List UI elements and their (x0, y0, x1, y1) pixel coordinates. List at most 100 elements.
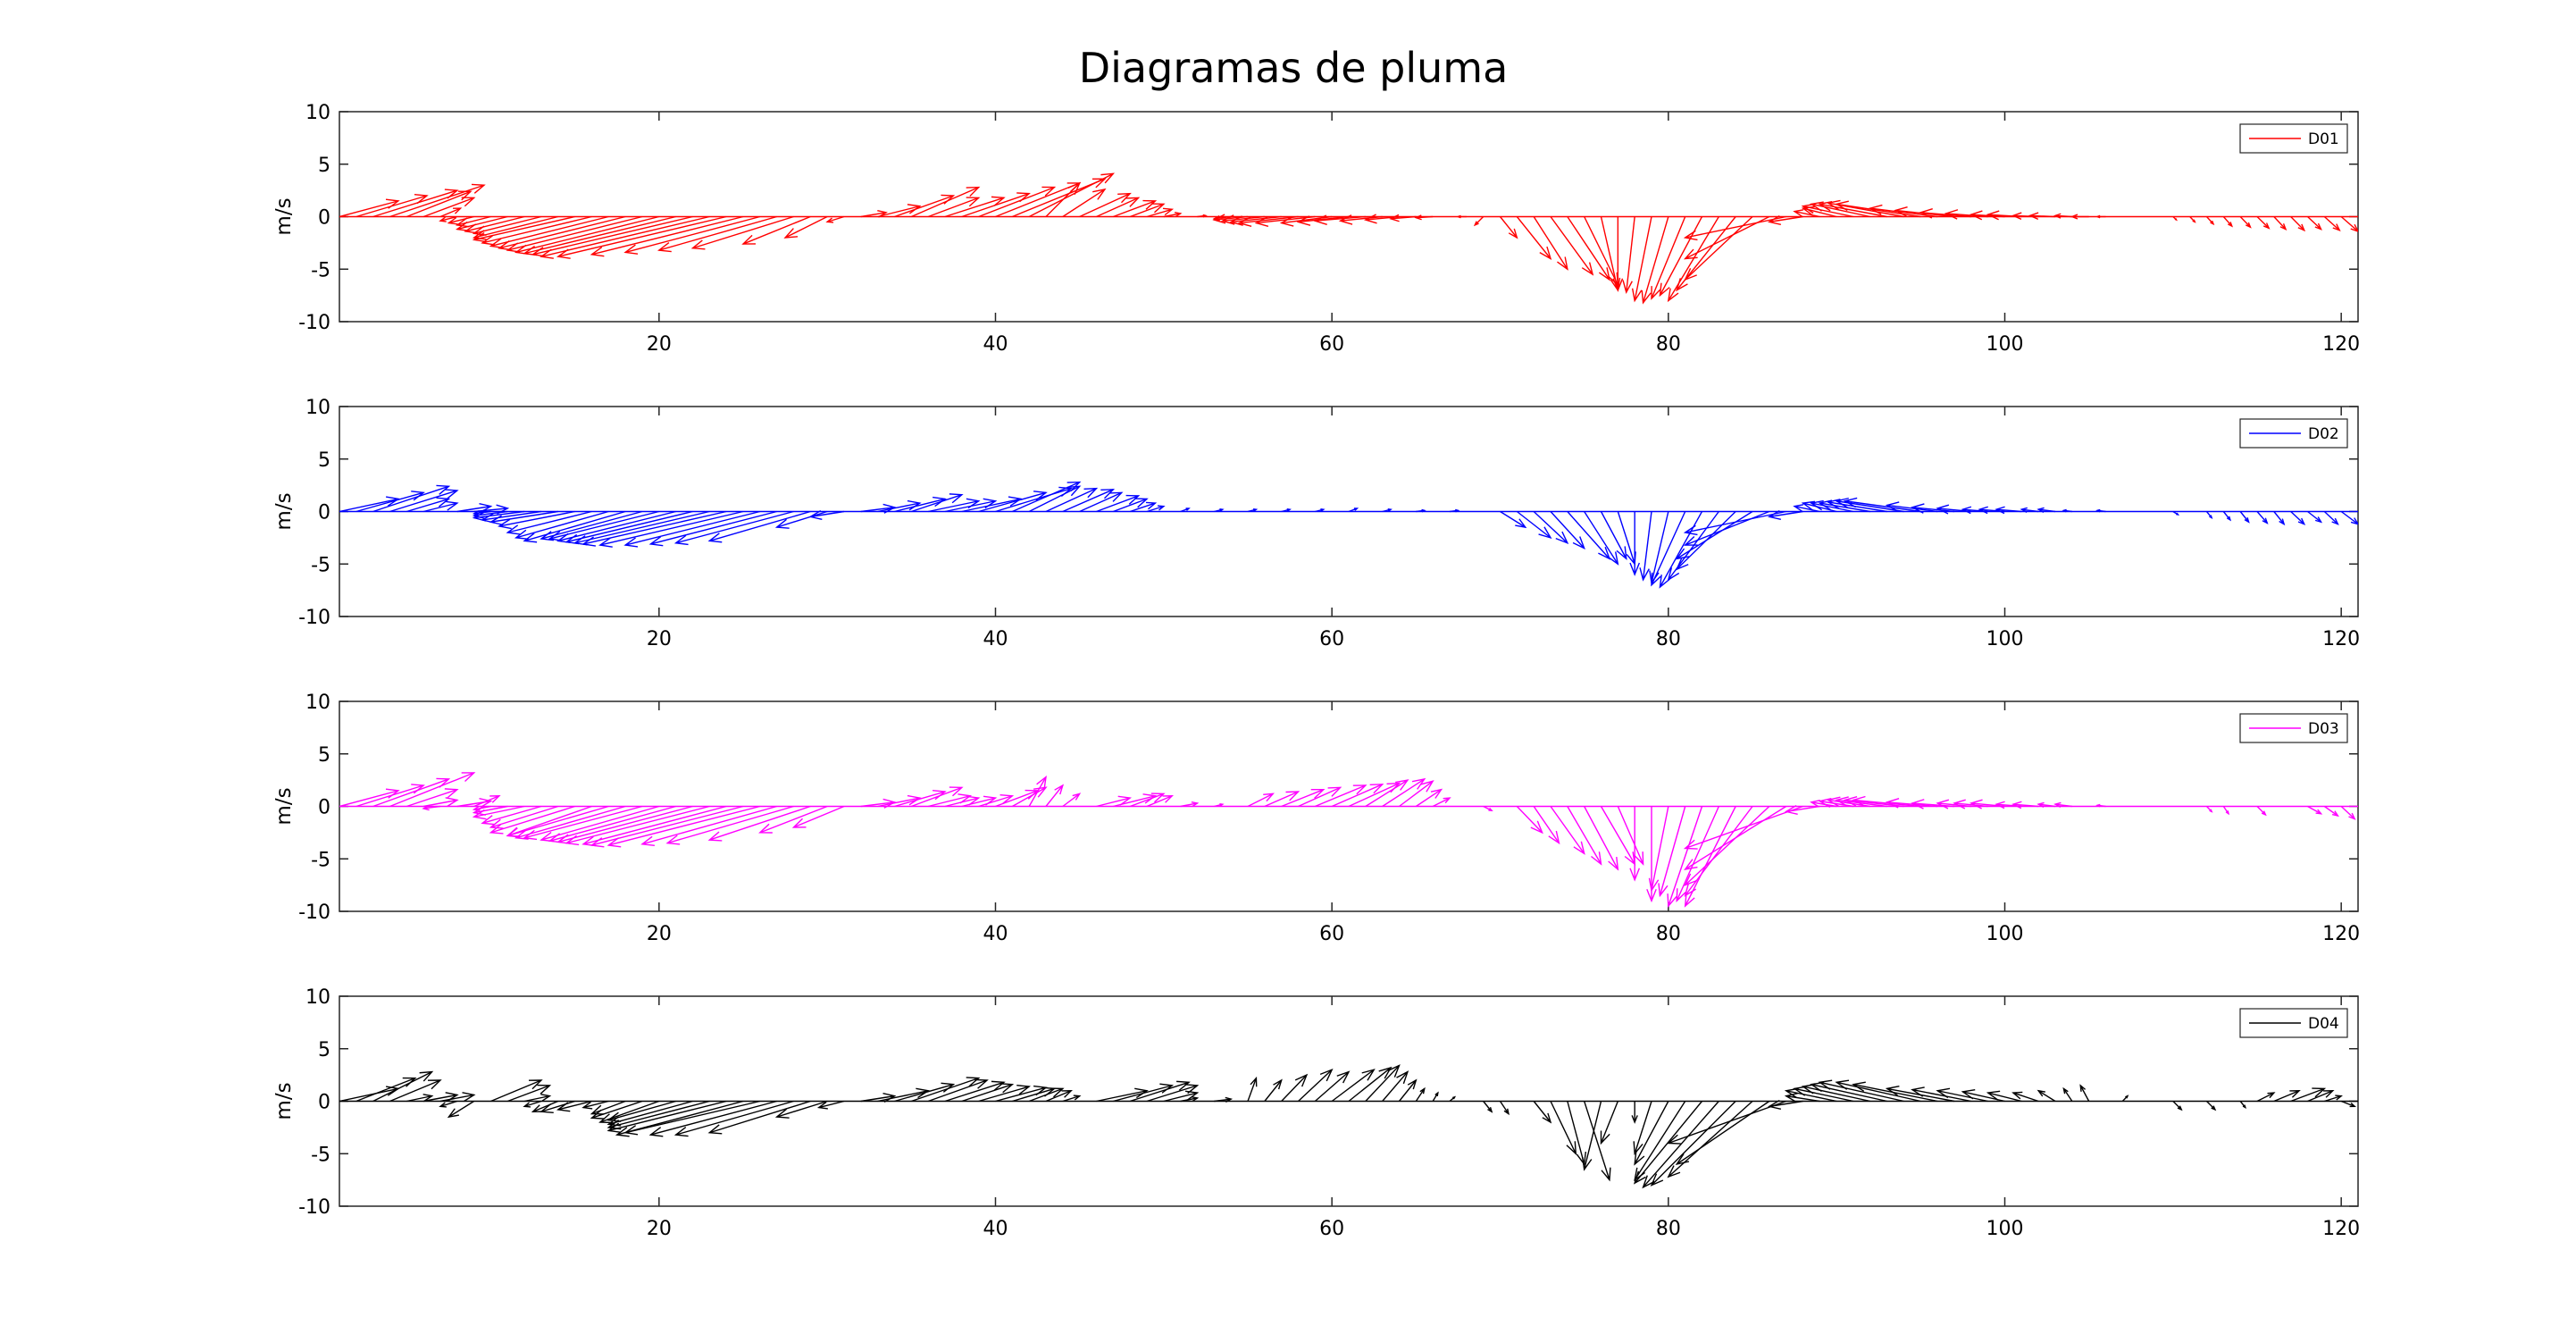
vector-arrow (1634, 1101, 1669, 1166)
vector-arrow (1843, 497, 1921, 513)
vector-arrow (2053, 213, 2072, 219)
vector-arrow (1079, 192, 1132, 218)
vector-arrow (961, 1083, 1015, 1103)
vector-arrow (1683, 510, 1786, 536)
vector-arrow (2273, 511, 2286, 526)
y-tick-label: 0 (318, 207, 330, 230)
vector-arrow (1533, 510, 1569, 545)
vector-arrow (911, 786, 964, 808)
vector-arrow (1212, 214, 1249, 224)
vector-arrow (539, 510, 643, 541)
vectors (339, 172, 2358, 305)
vector-arrow (2307, 215, 2322, 231)
vector-arrow (447, 1100, 475, 1119)
vector-arrow (860, 503, 897, 514)
vector-arrow (2020, 507, 2039, 513)
vector-arrow (877, 1087, 931, 1103)
vector-arrow (1658, 806, 1686, 898)
vector-arrow (791, 805, 845, 828)
vector-arrow (816, 1100, 845, 1110)
vector-arrow (1483, 805, 1493, 812)
vector-arrow (565, 805, 710, 846)
y-tick-label: -5 (311, 849, 330, 871)
vector-arrow (911, 186, 981, 218)
vector-arrow (877, 499, 922, 513)
vector-arrow (1146, 1084, 1200, 1103)
vector-arrow (2323, 510, 2339, 525)
vector-arrow (1631, 216, 1652, 303)
vector-arrow (372, 777, 451, 808)
vector-arrow (1129, 501, 1158, 513)
vector-arrow (978, 186, 1057, 218)
vector-arrow (355, 491, 425, 513)
vector-arrow (741, 215, 811, 245)
vector-arrow (1281, 1073, 1309, 1102)
vector-arrow (1810, 1081, 1887, 1103)
vector-arrow (1382, 777, 1426, 808)
vector-arrow (472, 215, 575, 243)
vector-arrow (1550, 216, 1594, 276)
vector-arrow (1247, 1076, 1258, 1102)
vector-arrow (1220, 214, 1265, 225)
vector-arrow (1639, 511, 1652, 582)
vector-arrow (514, 510, 609, 541)
vector-arrow (1683, 215, 1786, 241)
vector-arrow (406, 788, 459, 808)
vector-arrow (473, 795, 501, 808)
vector-arrow (2239, 511, 2250, 524)
vector-arrow (2095, 214, 2106, 219)
vector-arrow (1113, 793, 1158, 808)
x-tick-label: 100 (1986, 333, 2024, 356)
vector-arrow (1516, 510, 1552, 540)
vector-arrow (623, 1100, 760, 1136)
vector-arrow (1683, 805, 1803, 850)
vector-arrow (648, 1100, 777, 1137)
vector-arrow (523, 1100, 542, 1108)
x-tick-label: 100 (1986, 1218, 2024, 1240)
vector-arrow (1028, 172, 1116, 218)
vector-arrow (1801, 500, 1837, 513)
vector-arrow (2172, 510, 2180, 516)
y-tick-label: -5 (311, 259, 330, 281)
vector-arrow (1986, 1090, 2022, 1103)
vector-arrow (1936, 1087, 1988, 1103)
vector-arrow (507, 1084, 552, 1103)
vector-arrow (1499, 1101, 1510, 1116)
x-tick-label: 100 (1986, 923, 2024, 945)
vector-arrow (406, 497, 451, 513)
vector-arrow (1936, 799, 1971, 809)
x-tick-label: 40 (983, 333, 1008, 356)
vector-arrow (1315, 507, 1326, 513)
vector-arrow (1684, 215, 1753, 281)
vector-arrow (1567, 806, 1602, 866)
vector-arrow (1045, 181, 1082, 217)
vector-arrow (1129, 793, 1166, 808)
vector-arrow (2053, 801, 2072, 808)
vector-arrow (2256, 806, 2267, 817)
vector-arrow (2256, 1092, 2276, 1103)
y-tick-label: 5 (318, 744, 330, 767)
y-tick-label: -10 (298, 1196, 330, 1219)
vector-arrow (1584, 1101, 1611, 1182)
vector-arrow (1096, 1087, 1149, 1103)
y-axis-label: m/s (272, 197, 296, 235)
vector-arrow (1784, 1087, 1837, 1103)
vector-arrow (590, 215, 744, 257)
vector-arrow (2307, 805, 2323, 815)
vector-arrow (439, 215, 458, 222)
vector-arrow (911, 493, 964, 513)
x-tick-label: 120 (2322, 1218, 2360, 1240)
vector-arrow (1129, 1080, 1191, 1103)
vector-arrow (2121, 1095, 2129, 1102)
vector-arrow (2037, 507, 2056, 513)
vector-arrow (1163, 211, 1183, 218)
vector-arrow (1835, 200, 1921, 218)
vector-arrow (2324, 1095, 2343, 1103)
vector-arrow (1237, 215, 1299, 228)
vector-arrow (514, 805, 626, 840)
vector-arrow (539, 215, 710, 259)
vectors (339, 772, 2356, 908)
vector-arrow (524, 1094, 552, 1103)
vector-arrow (1146, 795, 1174, 808)
